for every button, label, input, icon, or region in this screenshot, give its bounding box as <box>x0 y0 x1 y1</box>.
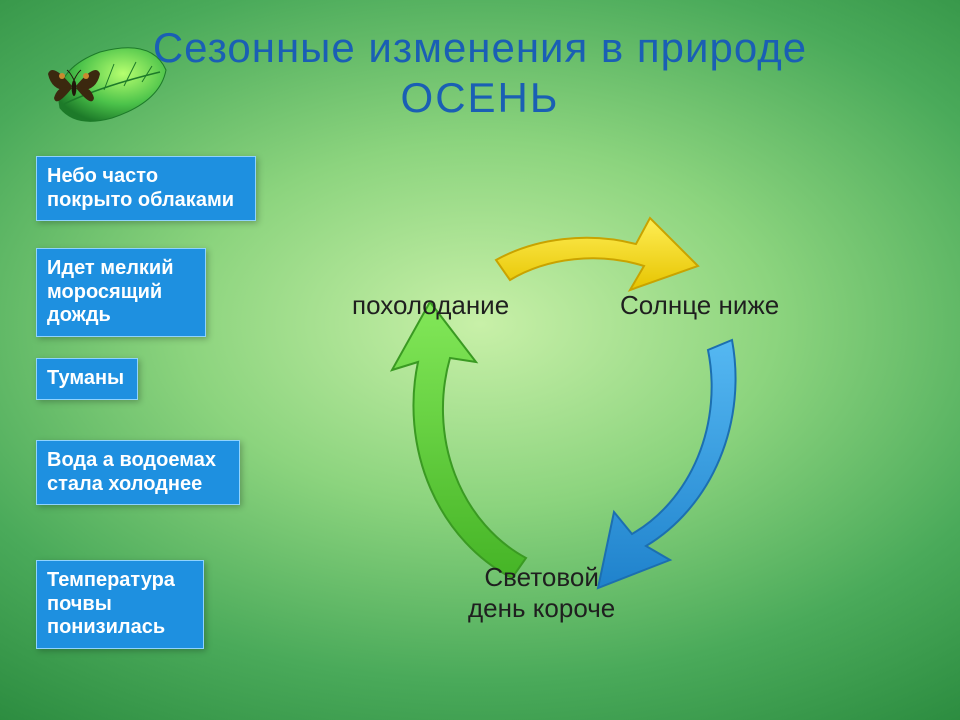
side-box-1: Идет мелкий моросящий дождь <box>36 248 206 337</box>
slide-title: Сезонные изменения в природе ОСЕНЬ <box>0 24 960 122</box>
side-box-4: Температура почвы понизилась <box>36 560 204 649</box>
side-box-0: Небо часто покрыто облаками <box>36 156 256 221</box>
cycle-label-0: похолодание <box>352 290 509 321</box>
side-box-3: Вода а водоемах стала холоднее <box>36 440 240 505</box>
title-line-2: ОСЕНЬ <box>0 74 960 122</box>
arrow-yellow-icon <box>496 218 698 290</box>
side-box-2: Туманы <box>36 358 138 400</box>
cycle-label-2: Световой день короче <box>468 562 615 624</box>
cycle-diagram: похолодание Солнце ниже Световой день ко… <box>300 190 860 690</box>
arrow-blue-icon <box>598 340 736 588</box>
title-line-1: Сезонные изменения в природе <box>0 24 960 72</box>
arrow-green-icon <box>392 302 526 578</box>
cycle-label-1: Солнце ниже <box>620 290 779 321</box>
